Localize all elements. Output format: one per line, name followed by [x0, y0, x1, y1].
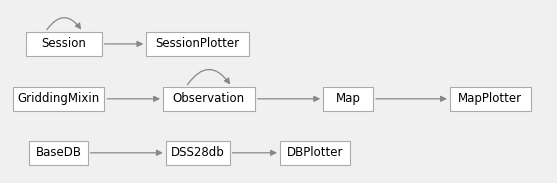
FancyBboxPatch shape: [280, 141, 350, 165]
Text: DBPlotter: DBPlotter: [286, 146, 343, 159]
Text: GriddingMixin: GriddingMixin: [17, 92, 100, 105]
FancyBboxPatch shape: [323, 87, 373, 111]
FancyBboxPatch shape: [163, 87, 255, 111]
FancyBboxPatch shape: [12, 87, 105, 111]
Text: Map: Map: [336, 92, 360, 105]
FancyBboxPatch shape: [166, 141, 229, 165]
FancyBboxPatch shape: [450, 87, 530, 111]
Text: Observation: Observation: [173, 92, 245, 105]
Text: MapPlotter: MapPlotter: [458, 92, 522, 105]
Text: BaseDB: BaseDB: [36, 146, 81, 159]
Text: DSS28db: DSS28db: [171, 146, 224, 159]
FancyBboxPatch shape: [27, 32, 102, 56]
Text: Session: Session: [42, 37, 86, 51]
FancyBboxPatch shape: [29, 141, 88, 165]
Text: SessionPlotter: SessionPlotter: [155, 37, 240, 51]
FancyBboxPatch shape: [146, 32, 249, 56]
